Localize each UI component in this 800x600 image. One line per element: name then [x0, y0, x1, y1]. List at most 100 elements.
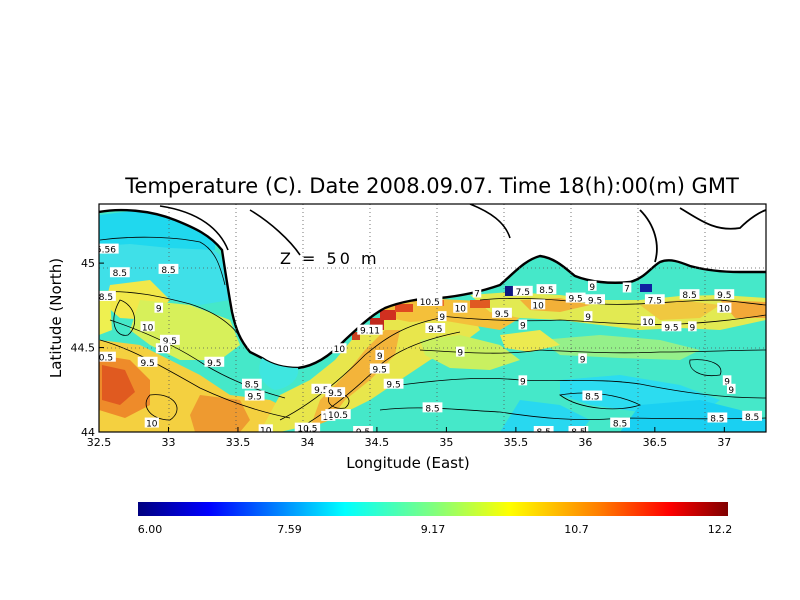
contour-label: 7 — [474, 290, 480, 300]
contour-label-bg — [531, 299, 546, 310]
contour-label-bg — [582, 390, 603, 401]
contour-label: 10 — [157, 345, 169, 355]
contour-label-bg — [472, 287, 482, 298]
contour-label-bg — [512, 285, 533, 296]
x-tick-label: 33.5 — [226, 436, 251, 449]
contour-label-bg — [109, 267, 130, 278]
contour-label: 9.5 — [356, 428, 370, 438]
contour-label: 8.5 — [682, 291, 696, 301]
colorbar-tick-label: 12.2 — [708, 523, 733, 536]
contour-label-bg — [158, 263, 179, 274]
contour-label: 0.5 — [99, 354, 113, 364]
x-tick-label: 36.5 — [643, 436, 668, 449]
contour-label: 8.5 — [161, 266, 175, 276]
contour-label: 9.5 — [163, 337, 177, 347]
contour-label: 5.56 — [96, 246, 116, 256]
contour-label-bg — [717, 302, 732, 313]
contour-label-bg — [311, 383, 332, 394]
contour-label-bg — [518, 319, 528, 330]
contour-label: 10 — [532, 301, 544, 311]
contour-label-bg — [742, 410, 763, 421]
contour-label-bg — [204, 356, 225, 367]
contour-label-bg — [453, 302, 468, 313]
contour-label: 8.5 — [745, 413, 759, 423]
contour-label: 8.5 — [99, 293, 113, 303]
contour-label: 9.5 — [140, 359, 154, 369]
x-tick-label: 33 — [161, 436, 175, 449]
axis-layer: 32.5 33 33.5 34 34.5 35 35.5 36 36.5 37 44 44.5 45 — [71, 257, 732, 449]
contour-label-bg — [154, 302, 164, 313]
contour-label-bg — [622, 282, 632, 293]
contour-label-bg — [140, 321, 155, 332]
x-tick-label: 32.5 — [87, 436, 112, 449]
contour-label: 9 — [589, 283, 595, 293]
contour-label-bg — [353, 426, 373, 432]
colorbar-tick-label: 10.7 — [564, 523, 589, 536]
map-plot-area: 5.568.5 8.58.59109.5109.50.59.58.59.51010… — [96, 204, 766, 438]
contour-label-bg — [640, 316, 655, 327]
contour-label: 9 — [520, 377, 526, 387]
contour-label: 9.5 — [568, 295, 582, 305]
contour-label: 10 — [455, 305, 467, 315]
contour-label-bg — [417, 295, 443, 306]
contour-label-bg — [375, 350, 384, 360]
y-tick-label: 44 — [81, 426, 95, 439]
contour-label-bg — [99, 351, 116, 362]
chart-title: Temperature (C). Date 2008.09.07. Time 1… — [124, 174, 739, 198]
contour-label: 8.5 — [537, 428, 551, 438]
x-tick-label: 37 — [717, 436, 731, 449]
contour-label-bg — [425, 322, 446, 333]
contour-label: 7.5 — [648, 296, 662, 306]
colorbar-tick-label: 9.17 — [421, 523, 446, 536]
depth-label: Z = 50 m — [280, 249, 380, 268]
x-tick-label: 35.5 — [504, 436, 529, 449]
contour-label: 9.5 — [588, 296, 602, 306]
x-tick-label: 34 — [300, 436, 314, 449]
contour-label-bg — [565, 292, 586, 303]
contour-label: 9 — [728, 386, 734, 396]
contour-label: 9.5 — [428, 325, 442, 335]
contour-label-bg — [568, 426, 589, 432]
contour-label-bg — [325, 409, 351, 420]
contour-label-bg — [583, 311, 593, 322]
contour-label: 10.5 — [328, 411, 348, 421]
contour-label: 9 — [457, 349, 463, 359]
contour-label-bg — [258, 424, 273, 432]
contour-label-bg — [588, 280, 597, 291]
contour-label-bg — [610, 417, 630, 428]
contour-label: 10 — [260, 426, 272, 436]
contour-label: 9.5 — [664, 323, 678, 333]
contour-label-bg — [369, 363, 390, 374]
contour-label: 9.5 — [717, 291, 731, 301]
contour-label: 9 — [439, 313, 445, 323]
contour-label: 8.5 — [710, 414, 724, 424]
y-tick-label: 44.5 — [71, 342, 96, 355]
contour-label: 10 — [642, 318, 654, 328]
contour-label-bg — [437, 311, 447, 322]
land-masses — [99, 204, 766, 390]
contour-label: 9.5 — [328, 389, 342, 399]
contour-label-bg — [383, 378, 404, 389]
contour-label-bg — [726, 383, 736, 394]
contour-label: 8.5 — [613, 420, 627, 430]
contour-label: 7 — [624, 284, 630, 294]
contour-label: 8.5 — [245, 381, 259, 391]
contour-lines — [99, 236, 766, 429]
colorbar-tick-label: 6.00 — [138, 523, 163, 536]
x-tick-label: 35 — [439, 436, 453, 449]
contour-label-bg — [661, 321, 682, 332]
contour-label: 9 — [689, 323, 695, 333]
contour-label: 9.5 — [495, 310, 509, 320]
plot-frame — [98, 203, 767, 433]
contour-label-bg — [357, 324, 383, 335]
contour-label: 9 — [724, 377, 730, 387]
contour-label-bg — [155, 343, 171, 354]
contour-label-bg — [585, 294, 605, 305]
contour-label-bg — [714, 289, 735, 300]
contour-label-bg — [536, 284, 557, 295]
contour-label-bg — [241, 378, 262, 389]
contour-label: 8.5 — [539, 286, 553, 296]
contour-label-bg — [99, 290, 116, 301]
contour-label: 9 — [585, 313, 591, 323]
